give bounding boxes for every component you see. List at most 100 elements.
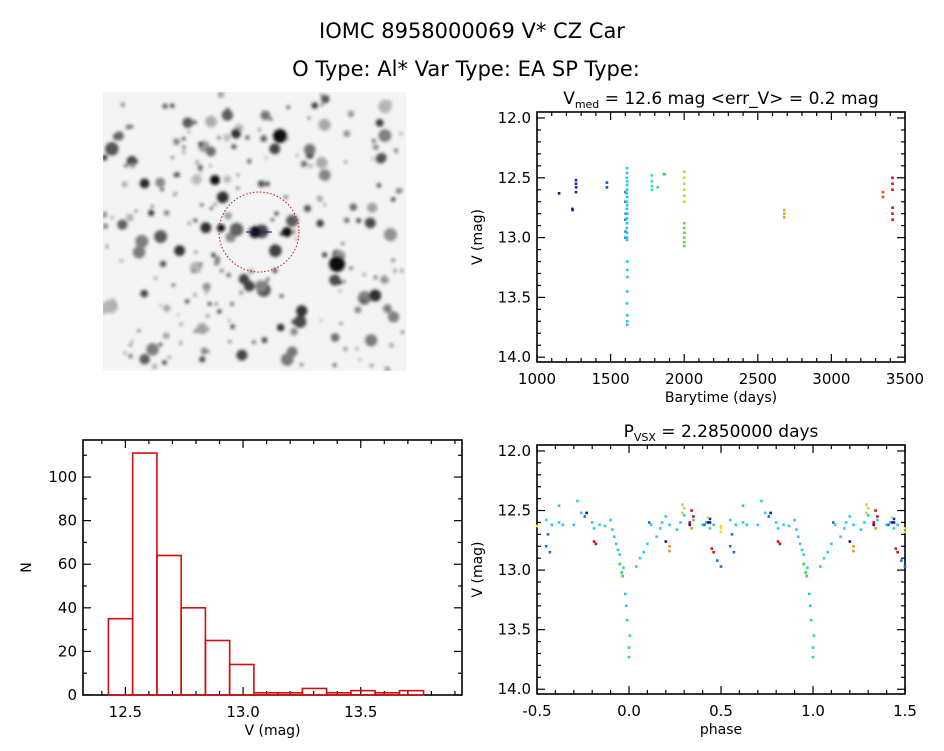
star (226, 272, 231, 278)
star (103, 223, 109, 229)
star (344, 217, 350, 223)
data-point (682, 513, 686, 517)
data-point (625, 180, 629, 183)
data-point (887, 523, 890, 527)
data-point (760, 499, 763, 503)
star (135, 234, 149, 248)
data-point (624, 236, 627, 239)
data-point (592, 527, 596, 530)
x-tick-label: 12.5 (109, 703, 142, 721)
data-point (903, 527, 907, 530)
star (191, 174, 202, 185)
star (123, 351, 127, 355)
star (198, 141, 204, 147)
star (260, 135, 268, 142)
data-point (808, 592, 811, 596)
data-point (625, 320, 629, 323)
data-point (625, 200, 629, 204)
star (269, 117, 273, 121)
data-point (679, 521, 682, 524)
star (303, 143, 316, 156)
plot-title: Vmed = 12.6 mag <err_V> = 0.2 mag (563, 89, 879, 111)
data-point (852, 549, 855, 553)
data-point (625, 171, 629, 175)
star (329, 256, 345, 272)
data-point (624, 592, 627, 596)
star (399, 268, 404, 273)
data-point (796, 535, 800, 539)
star (230, 324, 235, 329)
star (376, 183, 382, 188)
star (273, 129, 287, 143)
data-point (628, 634, 632, 637)
star (105, 244, 109, 249)
star (293, 315, 307, 328)
star (317, 196, 324, 202)
data-point (625, 618, 629, 622)
star (227, 319, 231, 323)
data-point (805, 574, 808, 578)
star (339, 321, 343, 326)
star (200, 222, 212, 234)
star (280, 353, 294, 366)
plot-title: PVSX = 2.2850000 days (624, 422, 819, 444)
star (319, 93, 324, 97)
figure-subtitle: O Type: Al* Var Type: EA SP Type: (292, 57, 640, 81)
data-point (763, 511, 767, 515)
data-point (557, 521, 561, 524)
star (210, 175, 220, 185)
x-axis-label: Barytime (days) (665, 390, 777, 406)
star (179, 322, 183, 327)
y-tick-label: 12.0 (498, 442, 531, 460)
star (378, 99, 392, 114)
star (120, 102, 126, 108)
data-point (782, 208, 786, 212)
data-point (812, 634, 816, 637)
data-point (809, 618, 813, 622)
data-point (701, 523, 704, 527)
data-point (649, 523, 653, 527)
data-point (592, 540, 596, 543)
data-point (891, 182, 894, 186)
data-point (583, 515, 587, 518)
data-point (833, 523, 837, 527)
star (391, 197, 396, 202)
data-point (683, 241, 686, 244)
star (162, 360, 167, 366)
data-point (612, 535, 616, 539)
histogram-bar (180, 607, 207, 696)
data-point (605, 181, 609, 184)
data-point (708, 521, 712, 524)
star (286, 105, 291, 110)
plot-frame (536, 111, 906, 363)
star (264, 181, 270, 187)
data-point (865, 511, 868, 515)
star (231, 144, 237, 150)
data-point (546, 533, 550, 536)
data-point (625, 314, 629, 317)
data-point (692, 518, 695, 522)
data-point (620, 571, 623, 574)
star (109, 297, 116, 304)
x-tick-label: -0.5 (522, 702, 551, 720)
y-axis-label: V (mag) (470, 541, 486, 597)
star (269, 143, 281, 155)
star (354, 306, 362, 314)
star (137, 329, 141, 333)
star (105, 142, 119, 156)
star (163, 210, 170, 216)
x-tick-label: 3000 (812, 370, 850, 388)
data-point (708, 517, 712, 521)
star (266, 277, 270, 281)
data-point (896, 550, 899, 554)
histogram-bar (131, 452, 158, 696)
data-point (865, 503, 868, 506)
star (349, 266, 353, 270)
histogram-bar (325, 692, 352, 696)
data-point (881, 195, 885, 199)
data-point (703, 523, 706, 527)
star (182, 117, 194, 129)
data-point (890, 521, 894, 524)
data-point (650, 174, 654, 177)
data-point (625, 226, 629, 230)
